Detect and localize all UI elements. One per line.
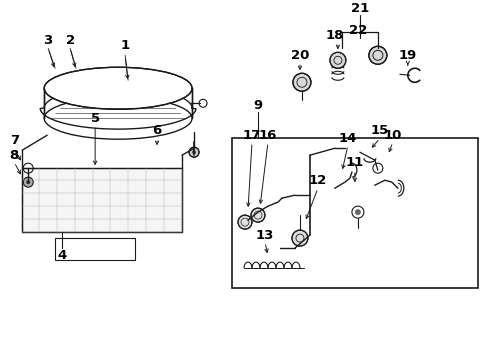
Circle shape bbox=[368, 46, 386, 64]
Circle shape bbox=[23, 177, 33, 187]
Text: 22: 22 bbox=[348, 24, 366, 37]
Bar bbox=[231, 138, 477, 288]
Text: 20: 20 bbox=[290, 49, 308, 62]
Text: 17: 17 bbox=[243, 129, 261, 142]
Bar bbox=[22, 168, 182, 232]
Text: 7: 7 bbox=[10, 134, 19, 147]
Circle shape bbox=[291, 230, 307, 246]
Circle shape bbox=[26, 180, 30, 184]
Circle shape bbox=[67, 75, 85, 93]
Circle shape bbox=[354, 209, 360, 215]
Text: 11: 11 bbox=[345, 156, 363, 169]
Text: 12: 12 bbox=[308, 174, 326, 187]
Text: 13: 13 bbox=[255, 229, 274, 242]
Text: 18: 18 bbox=[325, 29, 344, 42]
Circle shape bbox=[84, 75, 102, 93]
Circle shape bbox=[112, 70, 148, 106]
Ellipse shape bbox=[45, 68, 191, 108]
Text: 1: 1 bbox=[121, 39, 129, 52]
Text: 8: 8 bbox=[10, 149, 19, 162]
Bar bbox=[55, 238, 135, 260]
Circle shape bbox=[125, 83, 135, 93]
Circle shape bbox=[192, 150, 196, 154]
Circle shape bbox=[238, 215, 251, 229]
Text: 9: 9 bbox=[253, 99, 262, 112]
Text: 10: 10 bbox=[383, 129, 401, 142]
Circle shape bbox=[250, 208, 264, 222]
Text: 6: 6 bbox=[152, 124, 162, 137]
Circle shape bbox=[189, 147, 199, 157]
Text: 19: 19 bbox=[398, 49, 416, 62]
Text: 21: 21 bbox=[350, 2, 368, 15]
Text: 14: 14 bbox=[338, 132, 356, 145]
Text: 3: 3 bbox=[43, 34, 53, 47]
Text: 5: 5 bbox=[90, 112, 100, 125]
Circle shape bbox=[292, 73, 310, 91]
Bar bbox=[22, 168, 182, 232]
Text: 16: 16 bbox=[258, 129, 277, 142]
Circle shape bbox=[329, 52, 345, 68]
Text: 4: 4 bbox=[58, 249, 67, 262]
Text: 2: 2 bbox=[65, 34, 75, 47]
Text: 15: 15 bbox=[370, 124, 388, 137]
